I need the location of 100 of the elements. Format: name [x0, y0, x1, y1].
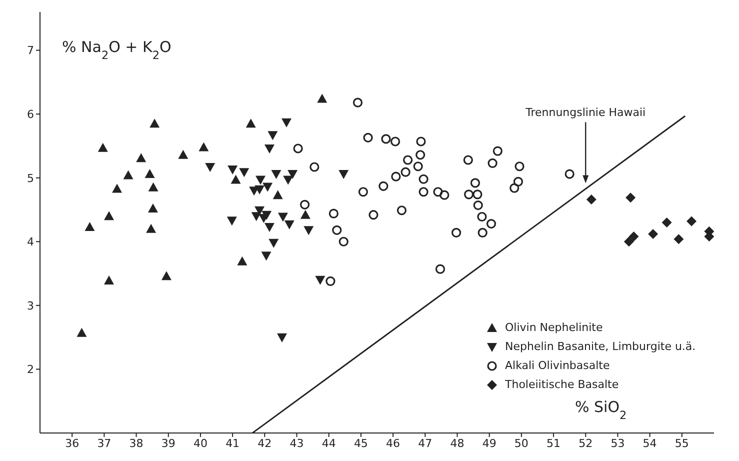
x-tick-label: 52: [578, 436, 593, 450]
x-tick-label: 54: [642, 436, 657, 450]
point: [338, 170, 349, 180]
point: [472, 190, 482, 200]
point: [264, 144, 274, 154]
point: [514, 162, 524, 172]
x-tick-label: 38: [129, 436, 144, 450]
point: [416, 136, 426, 146]
x-tick-label: 36: [65, 436, 80, 450]
point: [435, 264, 446, 274]
point: [161, 271, 172, 280]
point: [268, 238, 279, 248]
point: [293, 144, 303, 154]
point: [403, 155, 413, 165]
x-tick-label: 42: [258, 436, 272, 450]
point: [255, 176, 266, 185]
point: [284, 220, 294, 230]
point: [332, 225, 342, 235]
x-tick-label: 37: [97, 436, 112, 450]
point: [418, 187, 428, 197]
point: [112, 184, 122, 193]
point: [304, 226, 314, 236]
point: [358, 187, 368, 197]
point: [418, 174, 428, 184]
x-axis-title: % SiO$_{2}$: [575, 398, 627, 422]
point: [413, 162, 423, 172]
point: [281, 118, 292, 128]
point: [390, 136, 400, 146]
point: [368, 210, 378, 220]
point: [226, 216, 237, 226]
point: [451, 228, 462, 238]
point: [123, 170, 134, 180]
x-tick-label: 45: [354, 436, 368, 450]
point: [326, 276, 336, 286]
point: [254, 185, 265, 194]
point: [477, 212, 487, 222]
annotation: Trennungslinie Hawaii: [524, 106, 646, 120]
point: [310, 162, 320, 172]
point: [470, 178, 480, 188]
point: [492, 146, 502, 156]
point: [205, 163, 216, 172]
point: [136, 153, 146, 162]
point: [433, 187, 443, 197]
x-tick-label: 53: [610, 436, 625, 450]
point: [486, 218, 496, 229]
x-tick-label: 55: [674, 436, 689, 450]
point: [146, 224, 156, 233]
legend-label: Alkali Olivinbasalte: [505, 359, 610, 372]
y-tick-label: 7: [27, 44, 34, 58]
point: [150, 118, 160, 128]
x-tick-label: 44: [322, 436, 336, 450]
point: [98, 142, 108, 152]
point: [271, 170, 282, 180]
legend-label: Nephelin Basanite, Limburgite u.ä.: [505, 340, 696, 353]
point: [662, 218, 672, 228]
point: [328, 208, 338, 218]
point: [277, 333, 287, 342]
x-tick-label: 51: [546, 436, 561, 450]
point: [391, 172, 401, 182]
point: [628, 232, 639, 242]
point: [262, 182, 273, 192]
y-tick-label: 5: [27, 172, 34, 185]
point: [198, 142, 209, 152]
point: [144, 169, 155, 178]
y-tick-label: 4: [27, 236, 34, 249]
point: [510, 183, 520, 193]
x-tick-label: 47: [418, 436, 432, 450]
point: [278, 212, 288, 222]
point: [586, 194, 596, 205]
point: [686, 216, 697, 226]
x-tick-label: 41: [226, 436, 240, 450]
point: [338, 236, 348, 246]
point: [246, 118, 256, 128]
point: [268, 131, 278, 140]
point: [264, 222, 274, 232]
point: [251, 212, 262, 222]
y-tick-label: 2: [27, 363, 34, 376]
point: [178, 150, 188, 159]
point: [378, 181, 388, 191]
point: [381, 134, 391, 144]
point: [626, 192, 636, 203]
point: [237, 256, 248, 266]
point: [104, 211, 114, 220]
point: [84, 222, 95, 231]
point: [416, 150, 426, 160]
point: [300, 200, 310, 210]
y-tick-label: 3: [27, 299, 34, 312]
point: [230, 174, 241, 184]
legend-label: Olivin Nephelinite: [505, 321, 603, 334]
point: [488, 158, 498, 168]
point: [283, 176, 294, 185]
point: [315, 276, 326, 285]
x-tick-label: 48: [450, 436, 464, 450]
y-tick-label: 6: [27, 108, 34, 121]
point: [363, 132, 373, 142]
point: [239, 168, 250, 178]
point: [352, 98, 363, 108]
point: [478, 228, 488, 238]
point: [272, 190, 283, 200]
point: [261, 252, 272, 261]
